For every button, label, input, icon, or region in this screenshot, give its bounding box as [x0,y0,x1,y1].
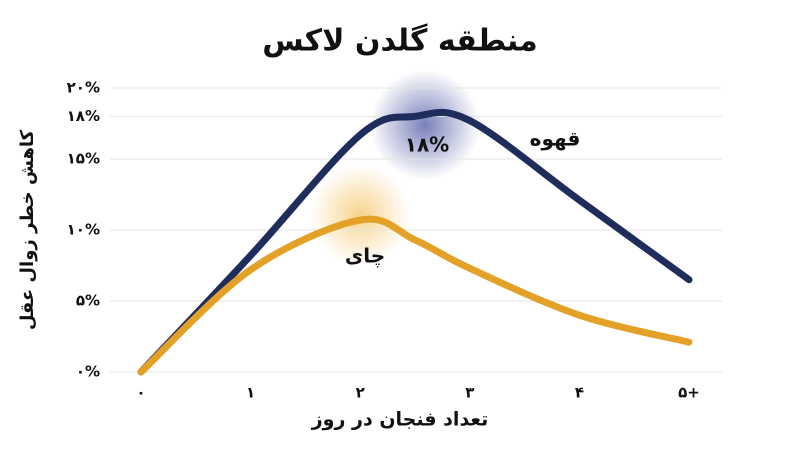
annotation: ۱۸% [405,133,449,157]
y-tick-label: ۰% [76,363,100,381]
x-tick-label: ۲ [356,384,365,402]
x-tick-label: ۴ [575,384,584,402]
legend-label: قهوه [530,127,581,151]
x-tick-label: ۵+ [678,384,700,402]
y-tick-label: ۱۰% [67,221,100,239]
x-tick-label: ۳ [465,384,474,402]
glow [310,165,410,265]
line [137,215,693,376]
y-tick-label: ۱۵% [67,150,100,168]
y-tick-label: ۵% [76,292,100,310]
legend-label: چای [345,244,385,269]
line [137,108,693,376]
y-tick-label: ۱۸% [67,107,100,125]
glow [370,70,480,180]
x-axis-label: تعداد فنجان در روز [311,409,489,431]
chart-title: منطقه گلدن لاکس [262,23,538,59]
y-axis-label: کاهش خطر زوال عقل [17,129,38,330]
x-tick-label: ۰ [136,384,145,402]
y-tick-label: ۲۰% [67,79,100,97]
x-tick-label: ۱ [246,384,255,402]
